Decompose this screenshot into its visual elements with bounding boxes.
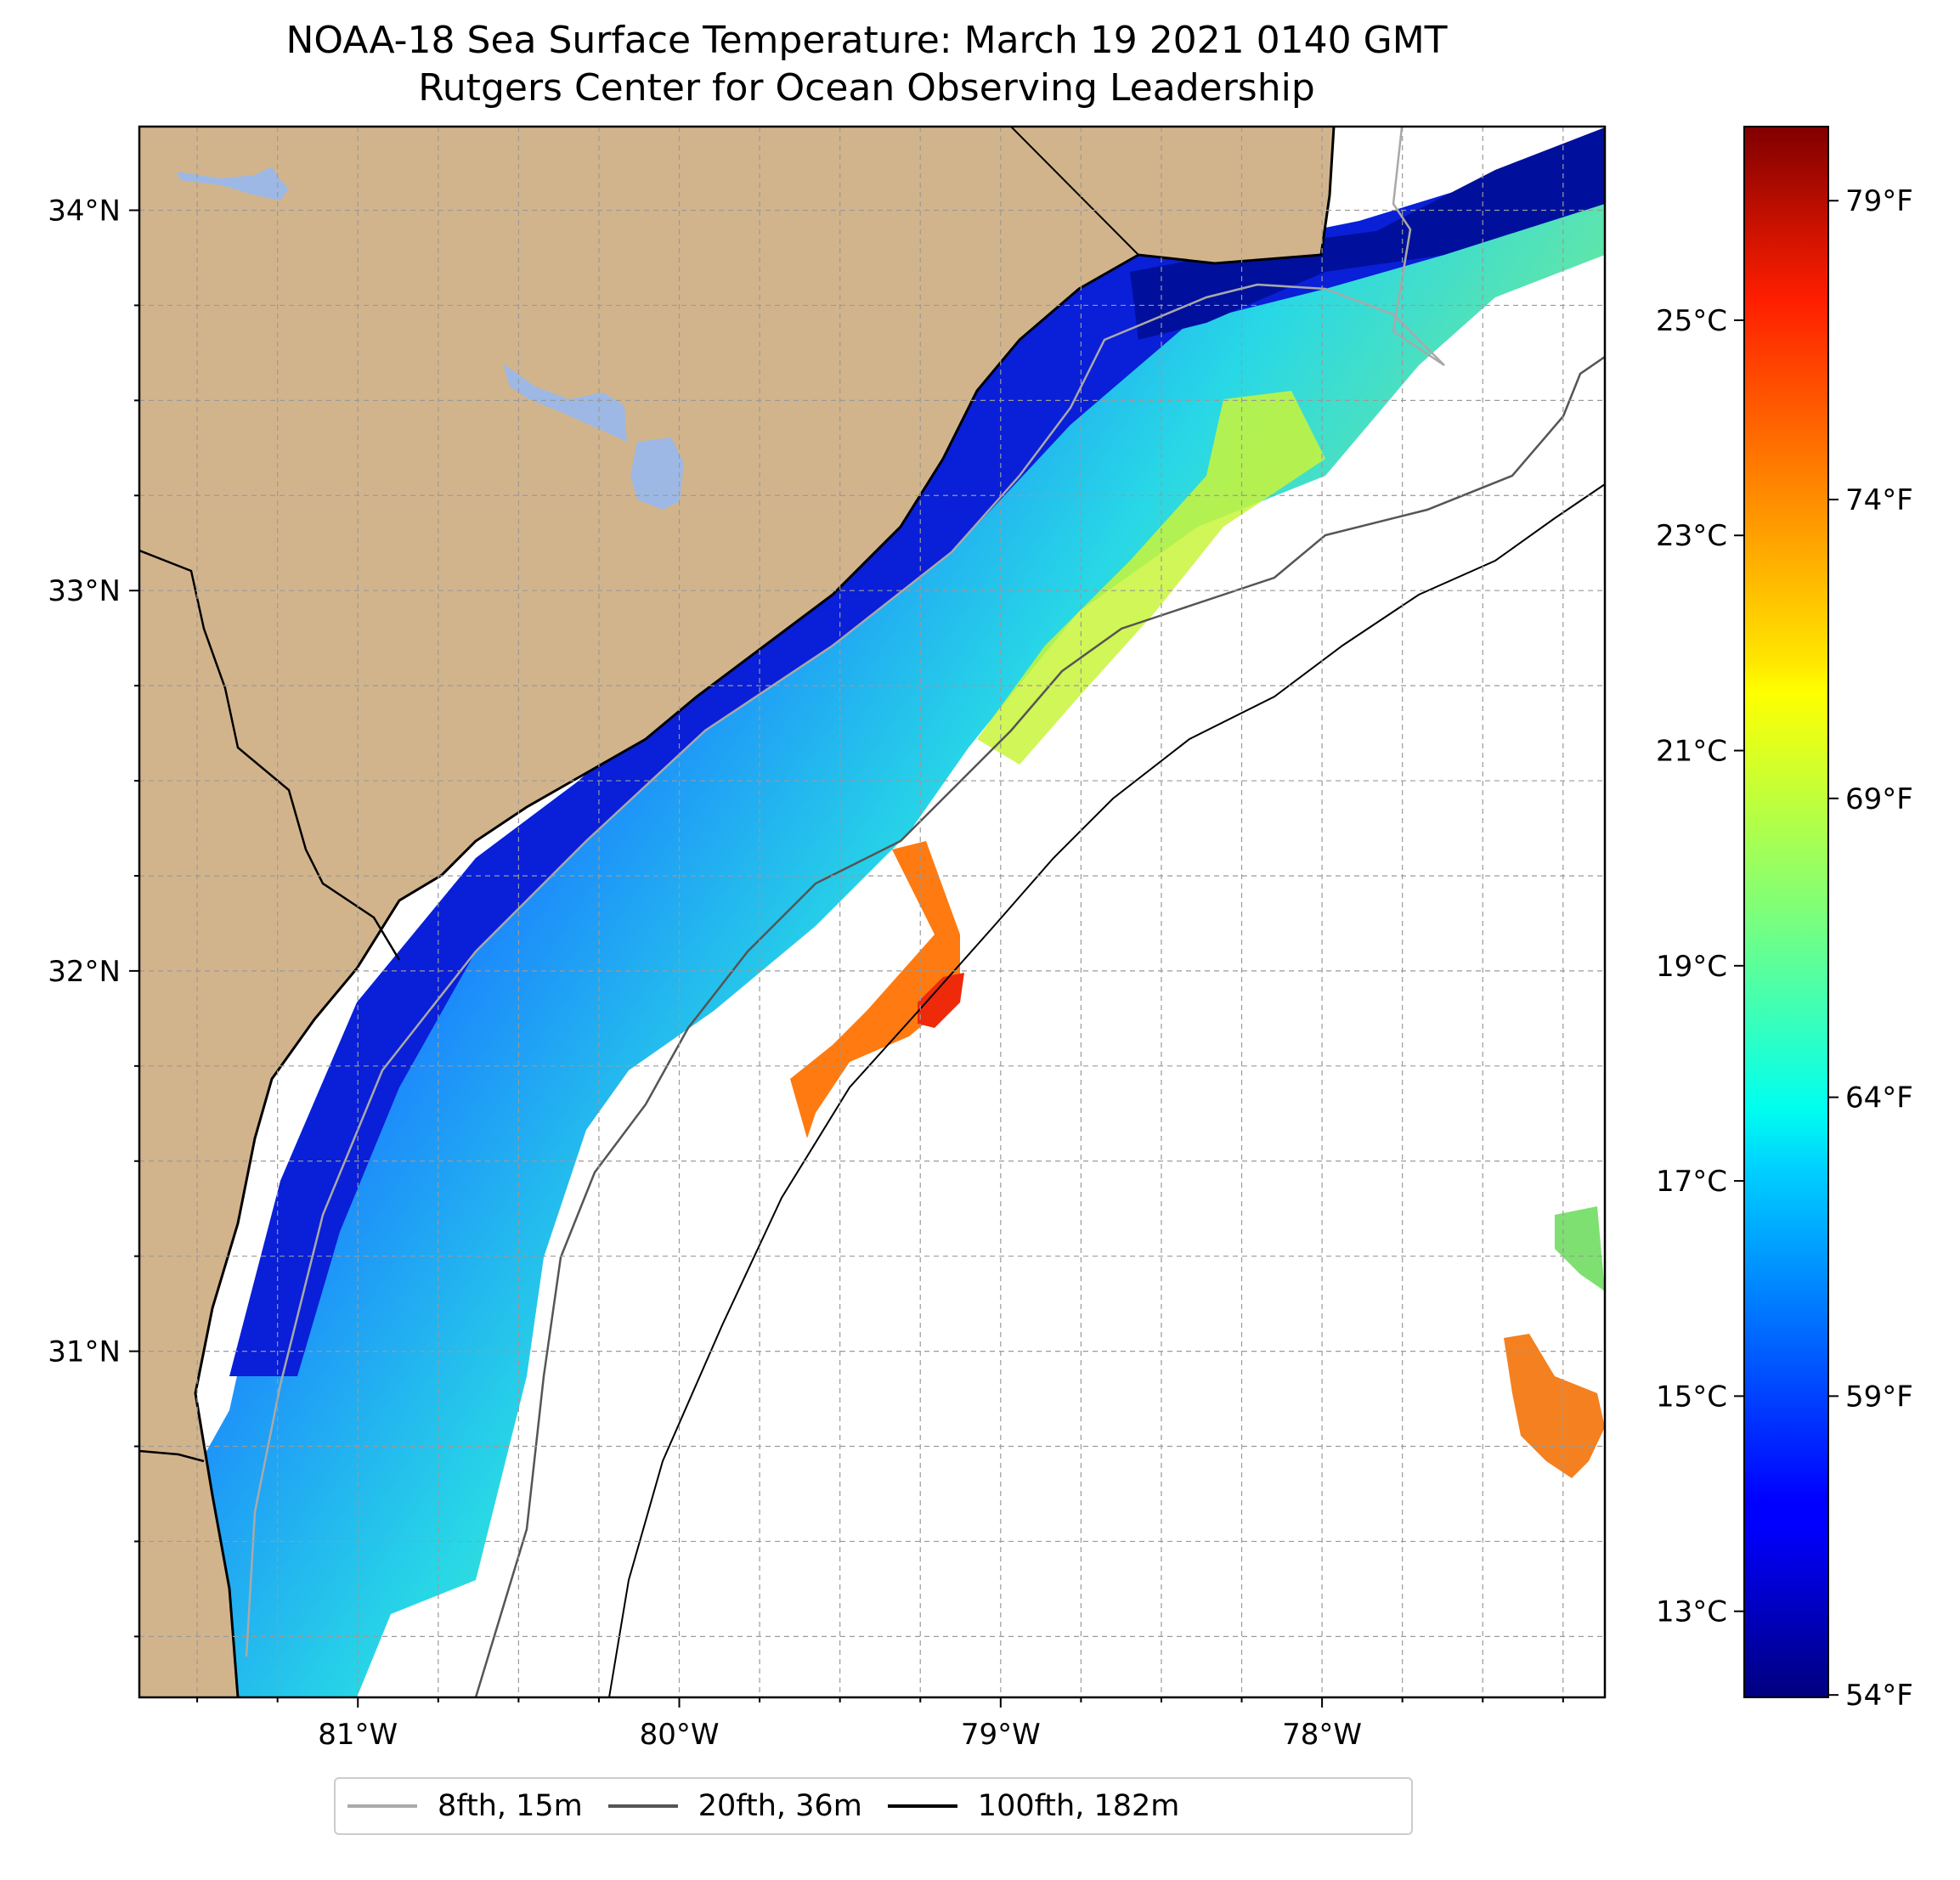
sst-swath-shelf [139,127,1605,1697]
map-title: NOAA-18 Sea Surface Temperature: March 1… [285,19,1448,62]
lat-tick-label: 33°N [48,574,121,608]
graticule [139,127,1605,1697]
sst-gulfstream-filament [790,841,960,1138]
lon-tick-label: 78°W [1282,1718,1362,1752]
lake-moultrie [630,438,684,510]
legend-label-100fth: 100fth, 182m [977,1789,1180,1823]
coastline [194,127,1336,1697]
isobath-8fth-15m [245,127,1445,1657]
legend-item-100fth: 100fth, 182m [887,1789,1180,1823]
legend-swatch-20fth [607,1804,678,1808]
fahrenheit-tick-label: 74°F [1845,483,1913,517]
lon-tick-label: 81°W [318,1718,398,1752]
celsius-tick-label: 15°C [1656,1380,1727,1414]
legend-swatch-8fth [347,1804,417,1808]
colorbar [1743,126,1829,1698]
fahrenheit-tick-label: 64°F [1845,1081,1913,1115]
bathymetry-legend: 8fth, 15m 20fth, 36m 100fth, 182m [334,1777,1413,1835]
sst-gulfstream-core [918,973,964,1028]
isobath-20fth-36m [474,355,1605,1697]
state-border-ga-fl [139,1449,205,1463]
legend-label-8fth: 8fth, 15m [438,1789,583,1823]
celsius-tick-label: 13°C [1656,1595,1727,1629]
sst-offshore-cyan-patch [1555,1206,1605,1291]
sst-swath-warm-band [977,391,1325,765]
lake-north [177,167,289,200]
isobath-100fth-182m [608,483,1605,1697]
celsius-tick-label: 23°C [1656,519,1727,553]
lat-tick-label: 34°N [48,194,121,228]
fahrenheit-tick-label: 59°F [1845,1380,1913,1414]
fahrenheit-tick-label: 69°F [1845,782,1913,816]
lon-tick-label: 79°W [961,1718,1041,1752]
legend-item-20fth: 20fth, 36m [607,1789,862,1823]
fahrenheit-tick-label: 79°F [1845,184,1913,218]
fahrenheit-tick-label: 54°F [1845,1679,1913,1713]
lake-marion [503,364,627,442]
colorbar-ticks: 13°C 15°C 17°C 19°C 21°C 23°C 25°C 54°F 59°F 64°F… [1656,184,1913,1713]
sst-offshore-warm-patch [1504,1334,1605,1478]
map-subtitle: Rutgers Center for Ocean Observing Leade… [418,66,1315,110]
state-border-sc-ga [139,549,401,961]
celsius-tick-label: 21°C [1656,735,1727,769]
state-border-nc-sc [1010,127,1139,256]
celsius-tick-label: 19°C [1656,950,1727,984]
celsius-tick-label: 17°C [1656,1165,1727,1199]
celsius-tick-label: 25°C [1656,304,1727,338]
map-axis-ticks: 81°W 80°W 79°W 78°W 34°N 33°N 32°N 31°N [48,194,1564,1752]
lon-tick-label: 80°W [640,1718,720,1752]
lat-tick-label: 31°N [48,1335,121,1369]
lat-tick-label: 32°N [48,955,121,989]
legend-label-20fth: 20fth, 36m [698,1789,862,1823]
legend-item-8fth: 8fth, 15m [347,1789,583,1823]
legend-swatch-100fth [887,1804,957,1808]
map-area [139,127,1605,1697]
map-frame [138,125,1607,1699]
